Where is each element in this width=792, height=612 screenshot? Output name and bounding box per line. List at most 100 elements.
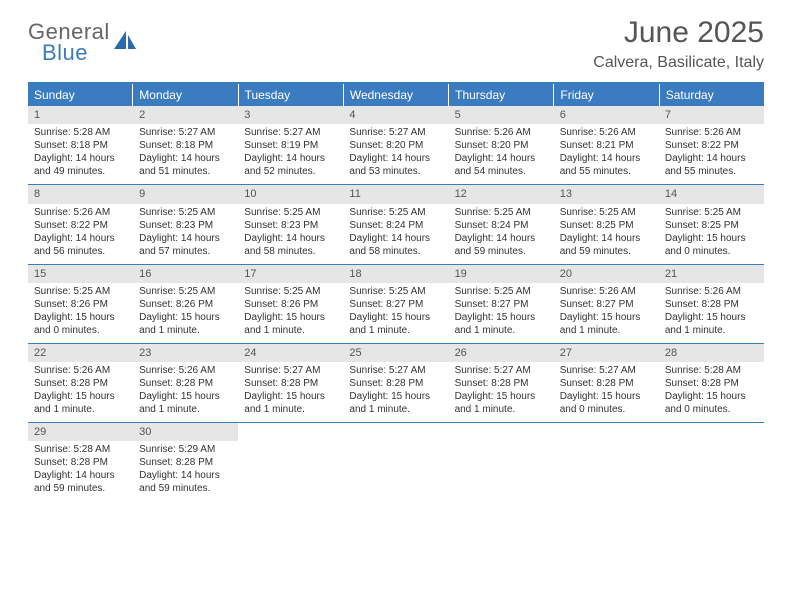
daylight-line: and 1 minute. [139,403,232,416]
daylight-line: and 1 minute. [244,403,337,416]
day-body: Sunrise: 5:25 AMSunset: 8:26 PMDaylight:… [238,285,343,337]
sunset-line: Sunset: 8:28 PM [349,377,442,390]
day-body: Sunrise: 5:26 AMSunset: 8:21 PMDaylight:… [554,126,659,178]
day-number: 1 [28,106,133,124]
day-body: Sunrise: 5:26 AMSunset: 8:28 PMDaylight:… [133,364,238,416]
daylight-line: Daylight: 15 hours [560,390,653,403]
daylight-line: and 51 minutes. [139,165,232,178]
day-cell: 13Sunrise: 5:25 AMSunset: 8:25 PMDayligh… [554,185,659,263]
day-cell: 18Sunrise: 5:25 AMSunset: 8:27 PMDayligh… [343,265,448,343]
sunrise-line: Sunrise: 5:25 AM [349,206,442,219]
day-number: 12 [449,185,554,203]
sunset-line: Sunset: 8:18 PM [34,139,127,152]
day-cell [554,423,659,501]
daylight-line: Daylight: 14 hours [139,232,232,245]
day-number: 6 [554,106,659,124]
daylight-line: Daylight: 14 hours [349,232,442,245]
sunrise-line: Sunrise: 5:29 AM [139,443,232,456]
day-number: 10 [238,185,343,203]
daylight-line: Daylight: 15 hours [139,390,232,403]
sunrise-line: Sunrise: 5:26 AM [34,206,127,219]
logo: General Blue [28,22,138,64]
day-cell: 11Sunrise: 5:25 AMSunset: 8:24 PMDayligh… [343,185,448,263]
day-cell: 20Sunrise: 5:26 AMSunset: 8:27 PMDayligh… [554,265,659,343]
day-cell: 15Sunrise: 5:25 AMSunset: 8:26 PMDayligh… [28,265,133,343]
sunset-line: Sunset: 8:18 PM [139,139,232,152]
daylight-line: Daylight: 14 hours [560,232,653,245]
day-body: Sunrise: 5:28 AMSunset: 8:18 PMDaylight:… [28,126,133,178]
weekday-header: Monday [133,84,238,106]
daylight-line: Daylight: 15 hours [139,311,232,324]
sunrise-line: Sunrise: 5:26 AM [560,126,653,139]
day-body: Sunrise: 5:25 AMSunset: 8:27 PMDaylight:… [449,285,554,337]
daylight-line: Daylight: 15 hours [34,311,127,324]
day-cell: 25Sunrise: 5:27 AMSunset: 8:28 PMDayligh… [343,344,448,422]
day-number: 19 [449,265,554,283]
day-cell: 22Sunrise: 5:26 AMSunset: 8:28 PMDayligh… [28,344,133,422]
day-cell: 28Sunrise: 5:28 AMSunset: 8:28 PMDayligh… [659,344,764,422]
daylight-line: Daylight: 15 hours [349,311,442,324]
sunset-line: Sunset: 8:28 PM [665,377,758,390]
sunrise-line: Sunrise: 5:26 AM [665,126,758,139]
day-cell: 8Sunrise: 5:26 AMSunset: 8:22 PMDaylight… [28,185,133,263]
daylight-line: Daylight: 14 hours [34,232,127,245]
day-cell: 24Sunrise: 5:27 AMSunset: 8:28 PMDayligh… [238,344,343,422]
daylight-line: and 1 minute. [244,324,337,337]
sunset-line: Sunset: 8:27 PM [455,298,548,311]
weekday-header: Sunday [28,84,133,106]
sunrise-line: Sunrise: 5:26 AM [560,285,653,298]
daylight-line: and 57 minutes. [139,245,232,258]
day-cell [238,423,343,501]
daylight-line: Daylight: 14 hours [34,152,127,165]
day-cell: 10 Sunrise: 5:25 AMSunset: 8:23 PMDayligh… [238,185,343,263]
sunset-line: Sunset: 8:19 PM [244,139,337,152]
sunset-line: Sunset: 8:20 PM [455,139,548,152]
day-body: Sunrise: 5:28 AMSunset: 8:28 PMDaylight:… [28,443,133,495]
day-body: Sunrise: 5:25 AMSunset: 8:24 PMDaylight:… [449,206,554,258]
sunset-line: Sunset: 8:25 PM [665,219,758,232]
day-body: Sunrise: 5:25 AMSunset: 8:25 PMDaylight:… [659,206,764,258]
daylight-line: and 0 minutes. [665,245,758,258]
day-cell: 6 Sunrise: 5:26 AMSunset: 8:21 PMDaylight… [554,106,659,184]
day-cell: 1 Sunrise: 5:28 AMSunset: 8:18 PMDaylight… [28,106,133,184]
sunset-line: Sunset: 8:23 PM [244,219,337,232]
sunset-line: Sunset: 8:28 PM [139,456,232,469]
day-cell: 19 Sunrise: 5:25 AMSunset: 8:27 PMDayligh… [449,265,554,343]
day-number: 5 [449,106,554,124]
day-number: 20 [554,265,659,283]
daylight-line: and 1 minute. [665,324,758,337]
day-cell: 5 Sunrise: 5:26 AMSunset: 8:20 PMDaylight… [449,106,554,184]
daylight-line: and 49 minutes. [34,165,127,178]
daylight-line: and 59 minutes. [34,482,127,495]
day-body: Sunrise: 5:27 AMSunset: 8:28 PMDaylight:… [238,364,343,416]
sunrise-line: Sunrise: 5:27 AM [139,126,232,139]
daylight-line: Daylight: 15 hours [244,311,337,324]
sunset-line: Sunset: 8:28 PM [244,377,337,390]
sunrise-line: Sunrise: 5:25 AM [560,206,653,219]
daylight-line: and 1 minute. [455,403,548,416]
daylight-line: and 55 minutes. [560,165,653,178]
sunrise-line: Sunrise: 5:27 AM [244,126,337,139]
day-cell [659,423,764,501]
day-body: Sunrise: 5:26 AMSunset: 8:20 PMDaylight:… [449,126,554,178]
day-body: Sunrise: 5:26 AMSunset: 8:28 PMDaylight:… [28,364,133,416]
daylight-line: and 0 minutes. [560,403,653,416]
sunset-line: Sunset: 8:28 PM [34,456,127,469]
title-block: June 2025 Calvera, Basilicate, Italy [593,16,764,72]
sunrise-line: Sunrise: 5:25 AM [34,285,127,298]
weekday-header: Thursday [449,84,554,106]
day-body: Sunrise: 5:26 AMSunset: 8:22 PMDaylight:… [28,206,133,258]
sunset-line: Sunset: 8:25 PM [560,219,653,232]
daylight-line: and 0 minutes. [665,403,758,416]
day-body: Sunrise: 5:25 AMSunset: 8:23 PMDaylight:… [238,206,343,258]
sunrise-line: Sunrise: 5:27 AM [560,364,653,377]
day-body: Sunrise: 5:27 AMSunset: 8:19 PMDaylight:… [238,126,343,178]
daylight-line: and 59 minutes. [455,245,548,258]
day-body: Sunrise: 5:25 AMSunset: 8:27 PMDaylight:… [343,285,448,337]
daylight-line: Daylight: 15 hours [455,390,548,403]
day-number: 25 [343,344,448,362]
sunset-line: Sunset: 8:21 PM [560,139,653,152]
day-cell: 9Sunrise: 5:25 AMSunset: 8:23 PMDaylight… [133,185,238,263]
day-number: 21 [659,265,764,283]
day-number: 23 [133,344,238,362]
